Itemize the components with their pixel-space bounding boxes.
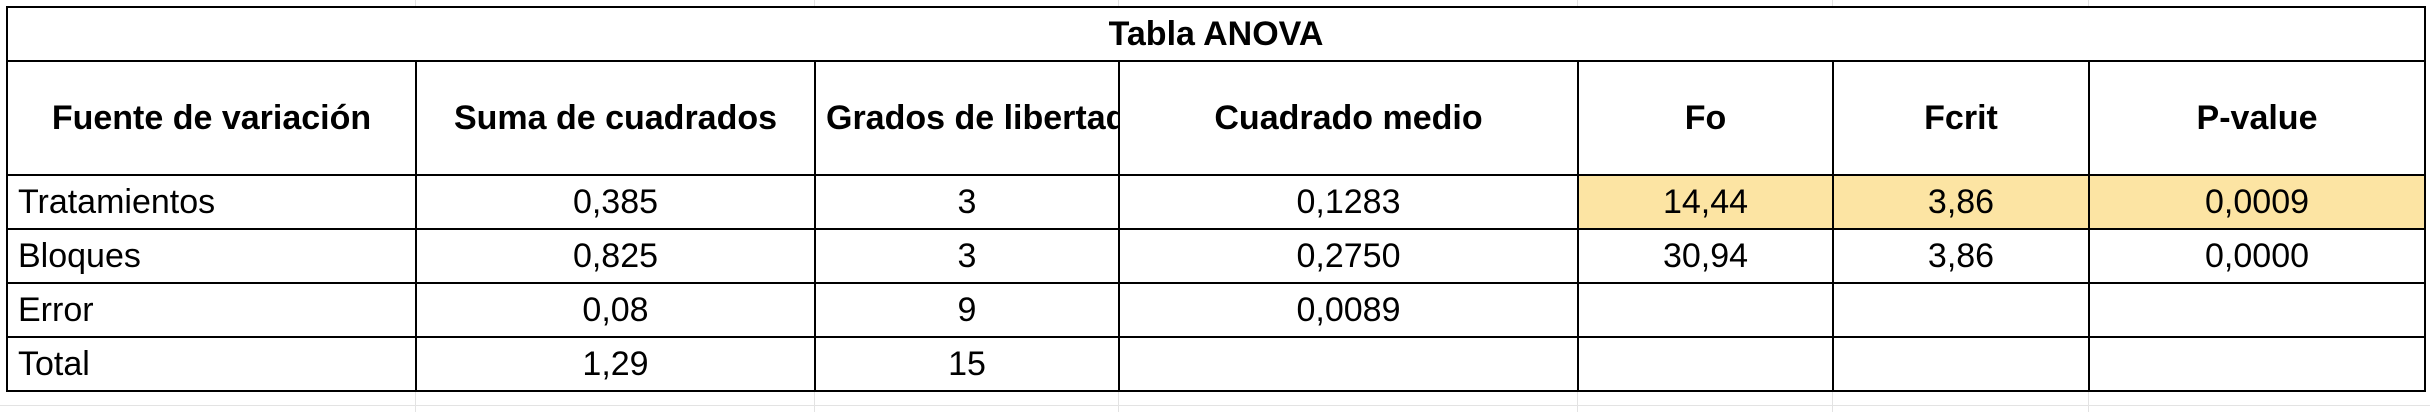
table-cell[interactable]: Total bbox=[6, 336, 417, 392]
table-cell-highlighted[interactable]: 3,86 bbox=[1832, 174, 2090, 230]
table-cell[interactable]: 0,385 bbox=[415, 174, 816, 230]
table-cell-empty[interactable] bbox=[1577, 336, 1834, 392]
header-p-value[interactable]: P-value bbox=[2087, 60, 2427, 176]
header-cuadrado-medio[interactable]: Cuadrado medio bbox=[1118, 60, 1579, 176]
table-cell[interactable]: 0,1283 bbox=[1118, 174, 1579, 230]
header-row: Fuente de variación Suma de cuadrados Gr… bbox=[6, 60, 2427, 176]
table-cell-highlighted[interactable]: 0,0009 bbox=[2087, 174, 2427, 230]
table-cell[interactable]: 3 bbox=[814, 228, 1120, 284]
grid-line bbox=[0, 405, 2430, 406]
table-cell-highlighted[interactable]: 14,44 bbox=[1577, 174, 1834, 230]
table-cell[interactable]: 0,0000 bbox=[2087, 228, 2427, 284]
table-row-error: Error 0,08 9 0,0089 bbox=[6, 282, 2427, 338]
table-cell[interactable]: Error bbox=[6, 282, 417, 338]
table-cell[interactable]: 15 bbox=[814, 336, 1120, 392]
title-row: Tabla ANOVA bbox=[5, 6, 2427, 62]
anova-table: Tabla ANOVA Fuente de variación Suma de … bbox=[5, 6, 2427, 392]
header-fcrit[interactable]: Fcrit bbox=[1832, 60, 2090, 176]
table-cell[interactable]: 0,2750 bbox=[1118, 228, 1579, 284]
table-cell[interactable]: 0,0089 bbox=[1118, 282, 1579, 338]
header-fo[interactable]: Fo bbox=[1577, 60, 1834, 176]
header-suma-de-cuadrados[interactable]: Suma de cuadrados bbox=[415, 60, 816, 176]
table-cell-empty[interactable] bbox=[1577, 282, 1834, 338]
table-cell[interactable]: 30,94 bbox=[1577, 228, 1834, 284]
header-grados-de-libertad[interactable]: Grados de libertad bbox=[814, 60, 1120, 176]
table-cell[interactable]: 3,86 bbox=[1832, 228, 2090, 284]
table-title[interactable]: Tabla ANOVA bbox=[5, 6, 2427, 62]
table-cell-empty[interactable] bbox=[2087, 336, 2427, 392]
table-cell-empty[interactable] bbox=[1832, 336, 2090, 392]
table-cell[interactable]: 9 bbox=[814, 282, 1120, 338]
table-cell-empty[interactable] bbox=[2087, 282, 2427, 338]
table-cell[interactable]: 0,825 bbox=[415, 228, 816, 284]
table-row-total: Total 1,29 15 bbox=[6, 336, 2427, 392]
table-cell[interactable]: 3 bbox=[814, 174, 1120, 230]
table-cell[interactable]: 0,08 bbox=[415, 282, 816, 338]
table-cell-empty[interactable] bbox=[1832, 282, 2090, 338]
header-fuente-de-variacion[interactable]: Fuente de variación bbox=[6, 60, 417, 176]
table-row-bloques: Bloques 0,825 3 0,2750 30,94 3,86 0,0000 bbox=[6, 228, 2427, 284]
table-row-tratamientos: Tratamientos 0,385 3 0,1283 14,44 3,86 0… bbox=[6, 174, 2427, 230]
table-cell[interactable]: Tratamientos bbox=[6, 174, 417, 230]
table-cell[interactable]: 1,29 bbox=[415, 336, 816, 392]
table-cell-empty[interactable] bbox=[1118, 336, 1579, 392]
table-cell[interactable]: Bloques bbox=[6, 228, 417, 284]
